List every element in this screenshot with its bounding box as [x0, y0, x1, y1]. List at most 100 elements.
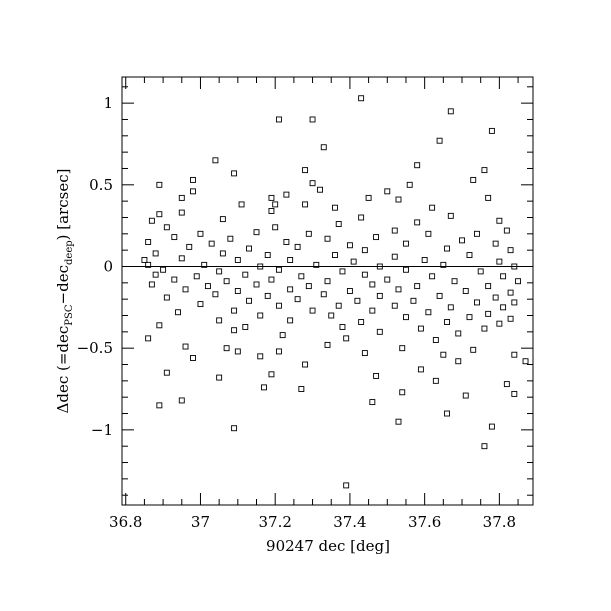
data-point [444, 410, 451, 417]
data-point [492, 240, 499, 247]
data-point [403, 240, 409, 247]
data-point [145, 261, 152, 268]
data-point [208, 240, 215, 247]
y-tick-label: 1 [103, 94, 113, 112]
data-point [264, 292, 271, 299]
data-point [204, 283, 211, 290]
data-point [440, 261, 447, 268]
data-point [156, 402, 163, 409]
data-point [193, 273, 200, 280]
data-point [294, 243, 301, 250]
data-point [507, 289, 514, 296]
data-point [268, 207, 275, 214]
data-point [163, 224, 170, 231]
y-axis-label-mid: −dec [54, 265, 72, 304]
data-point [275, 302, 282, 309]
data-point [507, 315, 514, 322]
data-point [302, 201, 309, 208]
data-point [414, 219, 421, 226]
data-point [492, 294, 499, 301]
x-tick-label: 37.4 [333, 513, 366, 531]
x-axis-label: 90247 dec [deg] [266, 537, 390, 555]
y-tick-label: −1 [91, 421, 113, 439]
data-point [429, 273, 436, 280]
data-point [369, 281, 376, 288]
data-point [141, 257, 148, 263]
data-point [305, 230, 312, 237]
data-point [373, 234, 380, 241]
data-point [145, 239, 152, 245]
data-point [436, 292, 443, 299]
data-point [343, 335, 350, 342]
data-point [481, 167, 488, 174]
data-point [182, 343, 189, 350]
data-point [287, 257, 294, 263]
data-point [339, 323, 346, 330]
data-point [317, 186, 323, 193]
y-axis-label-sub-psc: PSC [64, 304, 75, 326]
data-point [178, 194, 185, 201]
data-point [511, 263, 518, 270]
data-point [320, 291, 327, 298]
data-point [231, 307, 238, 314]
data-point [395, 286, 402, 293]
data-point [403, 314, 409, 321]
y-tick-label: −0.5 [77, 339, 113, 357]
data-point [253, 281, 260, 288]
data-point [287, 317, 294, 324]
data-point [488, 127, 495, 134]
data-point [466, 314, 473, 321]
data-point [268, 276, 275, 283]
data-point [156, 181, 163, 188]
data-point [474, 299, 480, 306]
data-point [350, 258, 357, 265]
data-point [309, 116, 316, 123]
x-tick-label: 36.8 [109, 513, 142, 531]
data-point [324, 235, 331, 242]
data-point [294, 296, 301, 303]
data-point [358, 95, 365, 102]
data-point [287, 286, 294, 293]
data-point [257, 263, 264, 270]
data-point [414, 283, 421, 290]
data-point [346, 242, 353, 249]
data-point [399, 345, 406, 352]
data-point [268, 194, 275, 201]
data-point [156, 211, 163, 218]
data-point [257, 312, 264, 319]
data-point [436, 137, 443, 144]
y-tick-label: 0 [103, 257, 113, 275]
data-point [275, 266, 282, 273]
data-point [425, 230, 432, 237]
data-point [335, 221, 342, 227]
data-point [369, 399, 376, 406]
data-point [354, 297, 361, 304]
data-point [234, 288, 241, 294]
data-point [451, 278, 458, 285]
data-point [201, 261, 208, 268]
x-tick-label: 37.2 [258, 513, 291, 531]
data-point [275, 348, 282, 355]
data-point [160, 266, 167, 273]
data-point [309, 180, 316, 187]
data-point [496, 320, 503, 327]
data-point [216, 268, 223, 275]
data-point [242, 271, 249, 278]
data-point [238, 201, 245, 208]
data-point [470, 176, 477, 183]
data-point [186, 243, 193, 250]
data-point [219, 216, 226, 223]
data-point [440, 351, 447, 358]
data-point [500, 273, 507, 280]
data-point [500, 304, 507, 311]
data-point [361, 247, 368, 254]
data-point [227, 235, 234, 242]
data-point [335, 302, 342, 309]
y-axis-label-prefix: Δdec (=dec [54, 326, 72, 414]
data-point [253, 229, 260, 236]
data-point [223, 345, 230, 352]
data-point [391, 253, 398, 260]
data-point [242, 323, 249, 330]
data-points [141, 95, 529, 489]
data-point [163, 294, 170, 301]
